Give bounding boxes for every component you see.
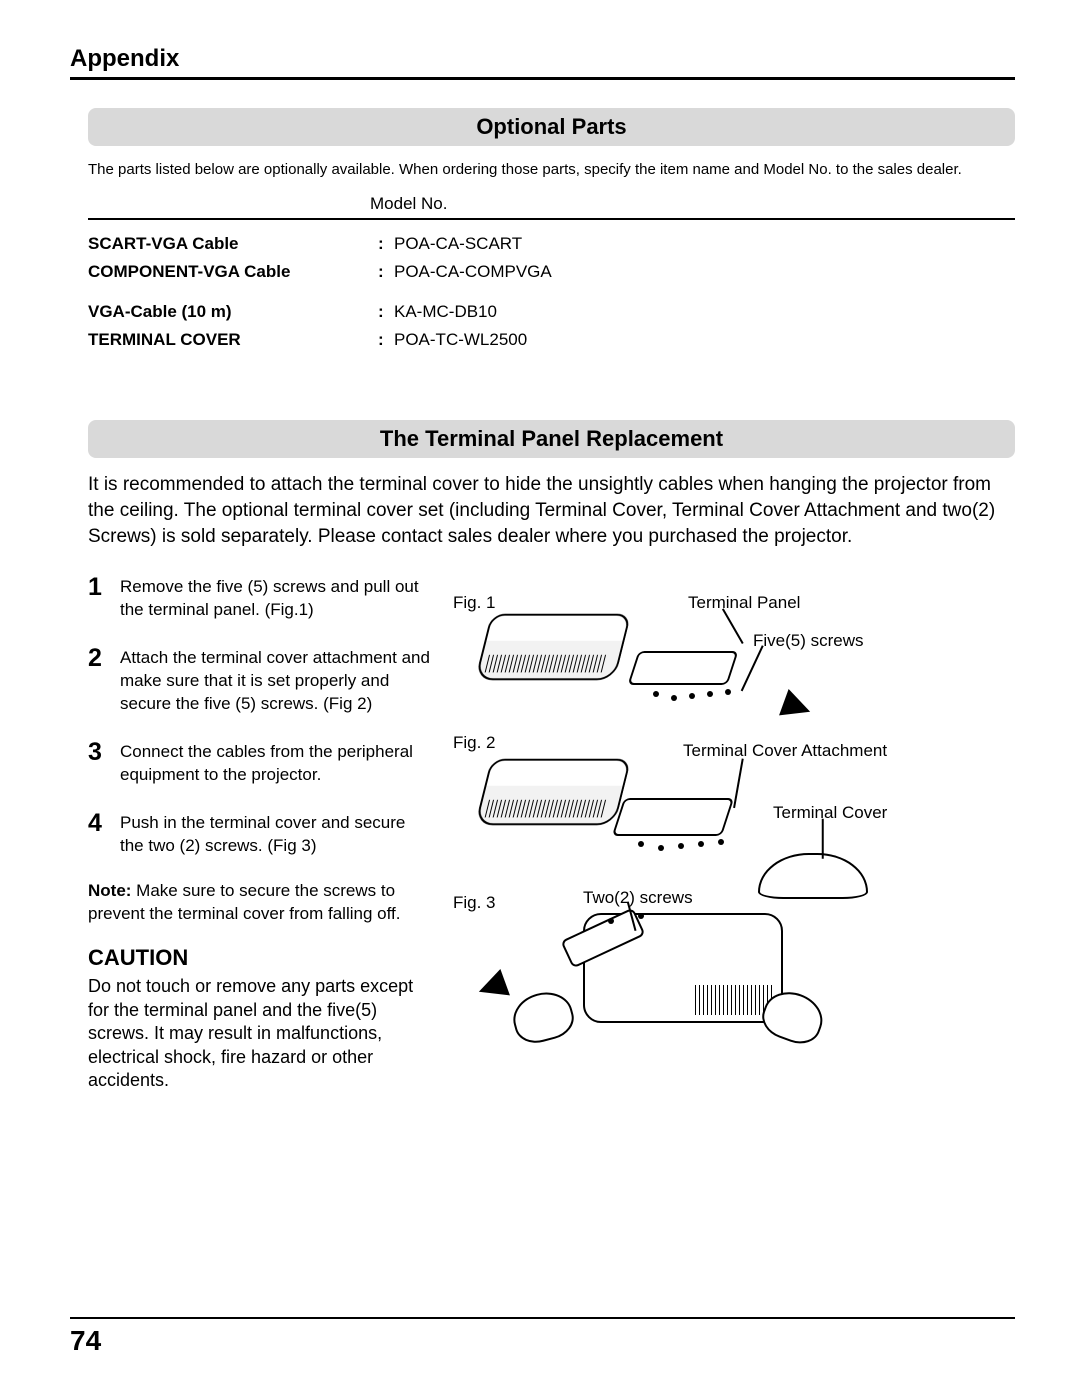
part-name: VGA-Cable (10 m) <box>88 302 378 322</box>
tc-attachment-icon <box>612 798 734 836</box>
two-screws-label: Two(2) screws <box>583 888 693 908</box>
colon: : <box>378 302 388 322</box>
part-model: POA-TC-WL2500 <box>394 330 527 350</box>
projector-icon <box>475 614 632 681</box>
figure-diagram: Fig. 1 Terminal Panel Five(5) screws Fig… <box>453 573 1015 1053</box>
tc-attachment-label: Terminal Cover Attachment <box>683 741 887 761</box>
terminal-panel-label: Terminal Panel <box>688 593 800 613</box>
note-text: Note: Make sure to secure the screws to … <box>88 880 433 926</box>
five-screws-label: Five(5) screws <box>753 631 864 651</box>
table-row: SCART-VGA Cable : POA-CA-SCART <box>88 234 1015 254</box>
optional-parts-intro: The parts listed below are optionally av… <box>88 160 1015 180</box>
step-item: 2 Attach the terminal cover attachment a… <box>88 644 433 716</box>
terminal-cover-icon <box>758 853 868 899</box>
page-number: 74 <box>70 1325 1015 1357</box>
step-text: Attach the terminal cover attachment and… <box>120 644 433 716</box>
projector-icon <box>475 759 632 826</box>
terminal-cover-label: Terminal Cover <box>773 803 887 823</box>
terminal-panel-intro: It is recommended to attach the terminal… <box>88 472 1015 549</box>
step-text: Push in the terminal cover and secure th… <box>120 809 433 858</box>
terminal-panel-icon <box>627 651 738 685</box>
part-name: COMPONENT-VGA Cable <box>88 262 378 282</box>
figures-column: Fig. 1 Terminal Panel Five(5) screws Fig… <box>433 573 1015 1092</box>
step-text: Remove the five (5) screws and pull out … <box>120 573 433 622</box>
colon: : <box>378 330 388 350</box>
hand-icon <box>508 986 578 1048</box>
fig1-label: Fig. 1 <box>453 593 496 613</box>
page-footer: 74 <box>70 1317 1015 1357</box>
step-number: 4 <box>88 809 120 858</box>
terminal-panel-header: The Terminal Panel Replacement <box>88 420 1015 458</box>
part-name: TERMINAL COVER <box>88 330 378 350</box>
step-number: 1 <box>88 573 120 622</box>
fig2-label: Fig. 2 <box>453 733 496 753</box>
colon: : <box>378 262 388 282</box>
step-item: 1 Remove the five (5) screws and pull ou… <box>88 573 433 622</box>
step-number: 3 <box>88 738 120 787</box>
model-no-label: Model No. <box>370 194 1015 214</box>
part-model: POA-CA-SCART <box>394 234 522 254</box>
page-section-title: Appendix <box>70 45 1015 80</box>
fig3-label: Fig. 3 <box>453 893 496 913</box>
parts-table: SCART-VGA Cable : POA-CA-SCART COMPONENT… <box>88 218 1015 350</box>
part-model: POA-CA-COMPVGA <box>394 262 552 282</box>
note-prefix: Note: <box>88 881 131 900</box>
table-row: VGA-Cable (10 m) : KA-MC-DB10 <box>88 302 1015 322</box>
table-row: TERMINAL COVER : POA-TC-WL2500 <box>88 330 1015 350</box>
colon: : <box>378 234 388 254</box>
arrow-left-icon <box>474 969 510 1005</box>
table-row: COMPONENT-VGA Cable : POA-CA-COMPVGA <box>88 262 1015 282</box>
step-number: 2 <box>88 644 120 716</box>
part-model: KA-MC-DB10 <box>394 302 497 322</box>
step-text: Connect the cables from the peripheral e… <box>120 738 433 787</box>
caution-text: Do not touch or remove any parts except … <box>88 975 433 1092</box>
part-name: SCART-VGA Cable <box>88 234 378 254</box>
steps-column: 1 Remove the five (5) screws and pull ou… <box>88 573 433 1092</box>
optional-parts-header: Optional Parts <box>88 108 1015 146</box>
note-body: Make sure to secure the screws to preven… <box>88 881 400 923</box>
step-item: 4 Push in the terminal cover and secure … <box>88 809 433 858</box>
caution-title: CAUTION <box>88 945 433 971</box>
step-item: 3 Connect the cables from the peripheral… <box>88 738 433 787</box>
arrow-right-icon <box>779 689 815 725</box>
